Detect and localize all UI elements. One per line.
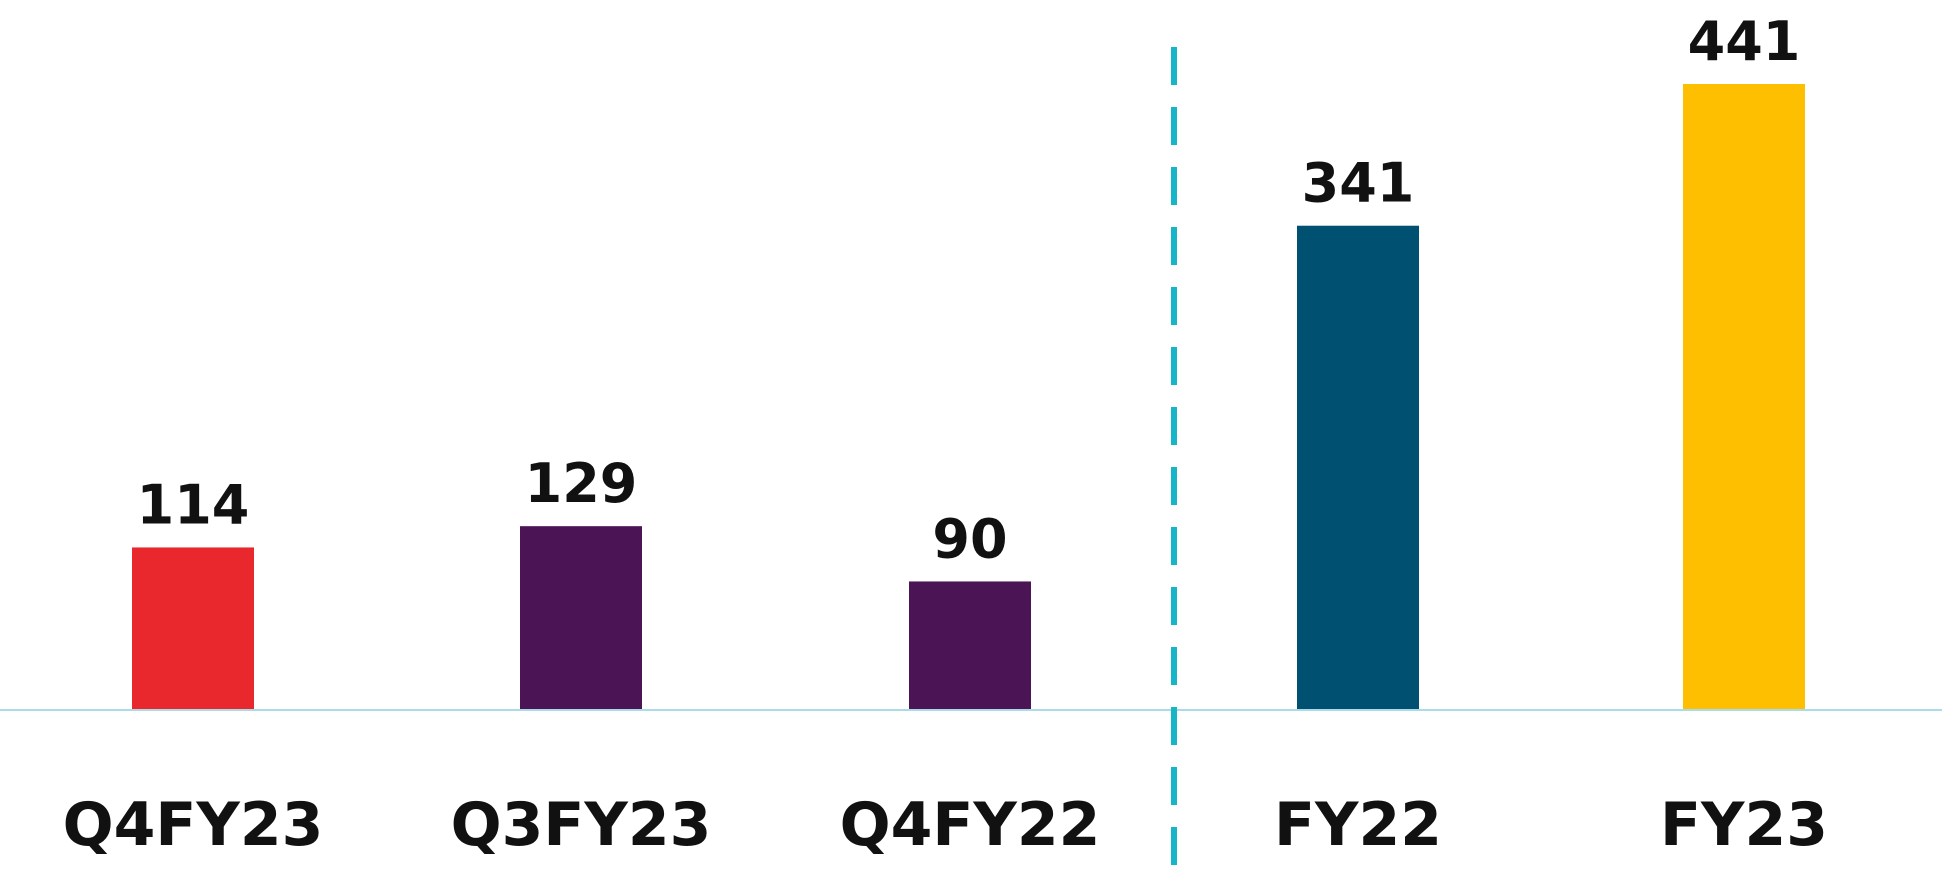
x-tick-label: FY22 xyxy=(1274,790,1442,860)
bar xyxy=(1297,225,1419,709)
bar xyxy=(1683,84,1805,709)
value-label: 441 xyxy=(1688,10,1801,73)
x-tick-label: Q4FY22 xyxy=(840,790,1101,860)
bar xyxy=(909,581,1031,709)
x-tick-label: Q4FY23 xyxy=(63,790,324,860)
x-tick-label: Q3FY23 xyxy=(451,790,712,860)
value-label: 341 xyxy=(1302,152,1415,215)
x-tick-label: FY23 xyxy=(1660,790,1828,860)
value-label: 90 xyxy=(932,507,1007,570)
value-label: 114 xyxy=(137,473,250,536)
bar xyxy=(520,526,642,709)
value-label: 129 xyxy=(525,452,638,515)
bar xyxy=(132,547,254,709)
